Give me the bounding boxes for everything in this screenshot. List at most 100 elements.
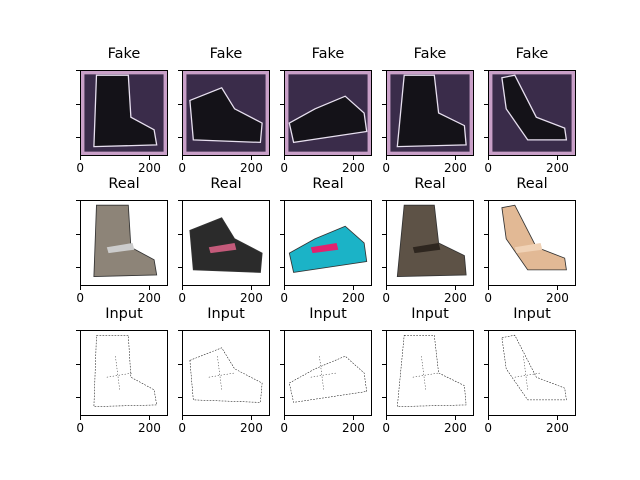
image-frame xyxy=(386,70,474,156)
sketch-detail xyxy=(310,356,337,390)
subplot-title: Real xyxy=(210,176,242,192)
real-shoe-accent xyxy=(208,243,237,254)
image-frame xyxy=(182,330,270,416)
image-frame xyxy=(80,200,168,286)
y-tick xyxy=(484,200,488,201)
high-heel-icon xyxy=(501,204,567,271)
sketch-detail xyxy=(106,356,133,390)
y-tick xyxy=(484,137,488,138)
y-tick xyxy=(280,267,284,268)
x-tick-label: 200 xyxy=(545,421,569,435)
x-tick-label: 0 xyxy=(382,291,391,305)
y-tick xyxy=(178,267,182,268)
y-tick xyxy=(484,267,488,268)
subplot-title: Input xyxy=(207,306,245,322)
y-tick xyxy=(280,70,284,71)
x-tick-label: 200 xyxy=(239,421,263,435)
y-tick xyxy=(382,267,386,268)
subplot-title: Fake xyxy=(107,46,141,62)
x-tick xyxy=(386,156,387,160)
subplot-title: Fake xyxy=(311,46,345,62)
x-tick-label: 200 xyxy=(137,291,161,305)
fake-shoe xyxy=(189,87,263,144)
y-tick xyxy=(76,70,80,71)
x-tick xyxy=(182,416,183,420)
y-tick xyxy=(76,104,80,105)
x-tick-label: 200 xyxy=(341,291,365,305)
x-tick xyxy=(455,286,456,290)
canvas-sneaker-icon xyxy=(288,225,368,273)
x-tick xyxy=(284,156,285,160)
x-tick-label: 0 xyxy=(76,421,85,435)
fur-boot-icon xyxy=(93,204,158,278)
y-tick xyxy=(76,267,80,268)
x-tick xyxy=(284,286,285,290)
x-tick-label: 0 xyxy=(280,421,289,435)
sketch-outline xyxy=(501,334,567,401)
x-tick xyxy=(284,416,285,420)
y-tick xyxy=(178,397,182,398)
real-shoe-accent xyxy=(412,243,441,254)
x-tick-label: 0 xyxy=(484,421,493,435)
y-tick xyxy=(280,364,284,365)
x-tick-label: 200 xyxy=(443,421,467,435)
y-tick xyxy=(178,200,182,201)
y-tick xyxy=(484,397,488,398)
subplot-title: Fake xyxy=(515,46,549,62)
y-tick xyxy=(280,104,284,105)
x-tick-label: 200 xyxy=(239,161,263,175)
x-tick-label: 0 xyxy=(178,161,187,175)
hiking-boot-sketch-icon xyxy=(397,334,467,407)
x-tick-label: 200 xyxy=(239,291,263,305)
x-tick xyxy=(353,416,354,420)
x-tick-label: 0 xyxy=(484,291,493,305)
subplot-title: Input xyxy=(309,306,347,322)
fake-shoe xyxy=(93,74,158,148)
x-tick xyxy=(149,286,150,290)
subplot-title: Input xyxy=(411,306,449,322)
subplot-title: Input xyxy=(513,306,551,322)
x-tick-label: 200 xyxy=(137,161,161,175)
x-tick xyxy=(455,416,456,420)
y-tick xyxy=(280,137,284,138)
x-tick xyxy=(488,416,489,420)
x-tick xyxy=(488,156,489,160)
x-tick-label: 200 xyxy=(545,291,569,305)
image-frame xyxy=(488,200,576,286)
x-tick-label: 0 xyxy=(178,291,187,305)
x-tick-label: 200 xyxy=(443,161,467,175)
x-tick xyxy=(80,156,81,160)
subplot-title: Fake xyxy=(413,46,447,62)
x-tick xyxy=(182,286,183,290)
x-tick xyxy=(557,286,558,290)
sketch-detail xyxy=(412,356,439,390)
y-tick xyxy=(382,137,386,138)
x-tick xyxy=(251,286,252,290)
y-tick xyxy=(76,200,80,201)
x-tick xyxy=(488,286,489,290)
y-tick xyxy=(76,137,80,138)
x-tick xyxy=(455,156,456,160)
x-tick-label: 200 xyxy=(545,161,569,175)
sandal-icon xyxy=(189,217,263,273)
subplot-title: Real xyxy=(414,176,446,192)
image-frame xyxy=(284,70,372,156)
sketch-outline xyxy=(289,355,367,403)
real-shoe-accent xyxy=(106,243,135,254)
x-tick-label: 0 xyxy=(178,421,187,435)
x-tick-label: 0 xyxy=(280,291,289,305)
y-tick xyxy=(382,104,386,105)
x-tick xyxy=(182,156,183,160)
x-tick-label: 200 xyxy=(341,421,365,435)
y-tick xyxy=(280,200,284,201)
high-heel-icon xyxy=(489,71,575,155)
x-tick xyxy=(149,416,150,420)
x-tick xyxy=(557,156,558,160)
x-tick xyxy=(251,156,252,160)
sketch-detail xyxy=(514,356,541,390)
image-frame xyxy=(80,330,168,416)
y-tick xyxy=(382,234,386,235)
sketch-outline xyxy=(189,347,263,403)
ankle-boot-icon xyxy=(183,71,269,155)
y-tick xyxy=(382,364,386,365)
